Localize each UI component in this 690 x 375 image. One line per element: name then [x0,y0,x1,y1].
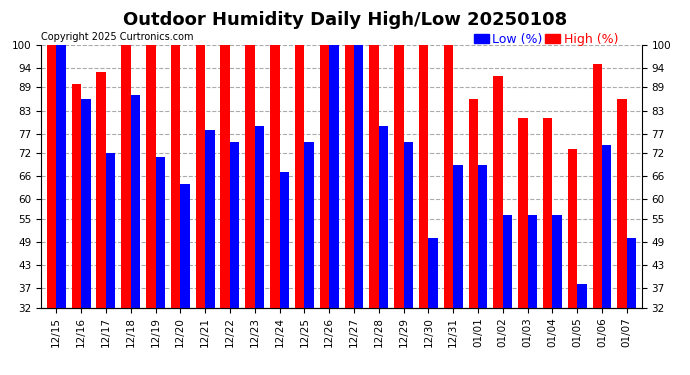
Bar [404,141,413,308]
Bar [369,45,379,308]
Bar [518,118,528,308]
Bar [130,95,140,308]
Bar [444,45,453,308]
Bar [155,157,165,308]
Bar [578,284,586,308]
Bar [469,99,478,308]
Bar [304,141,314,308]
Bar [543,118,553,308]
Bar [344,45,354,308]
Bar [503,215,512,308]
Bar [295,45,304,308]
Bar [593,64,602,308]
Bar [528,215,537,308]
Bar [180,184,190,308]
Bar [319,45,329,308]
Bar [81,99,90,308]
Bar [196,45,205,308]
Bar [146,45,155,308]
Bar [246,45,255,308]
Bar [354,45,364,308]
Bar [568,149,578,308]
Bar [72,84,81,308]
Bar [57,45,66,308]
Bar [394,45,404,308]
Legend: Low (%), High (%): Low (%), High (%) [469,28,624,51]
Bar [255,126,264,308]
Bar [279,172,289,308]
Bar [453,165,462,308]
Bar [221,45,230,308]
Bar [171,45,180,308]
Bar [121,45,130,308]
Bar [493,76,503,307]
Bar [602,146,611,308]
Bar [428,238,437,308]
Text: Copyright 2025 Curtronics.com: Copyright 2025 Curtronics.com [41,32,194,42]
Bar [618,99,627,308]
Text: Outdoor Humidity Daily High/Low 20250108: Outdoor Humidity Daily High/Low 20250108 [123,11,567,29]
Bar [627,238,636,308]
Bar [478,165,487,308]
Bar [205,130,215,308]
Bar [47,45,57,308]
Bar [553,215,562,308]
Bar [379,126,388,308]
Bar [230,141,239,308]
Bar [419,45,428,308]
Bar [329,45,339,308]
Bar [97,72,106,308]
Bar [270,45,279,308]
Bar [106,153,115,308]
